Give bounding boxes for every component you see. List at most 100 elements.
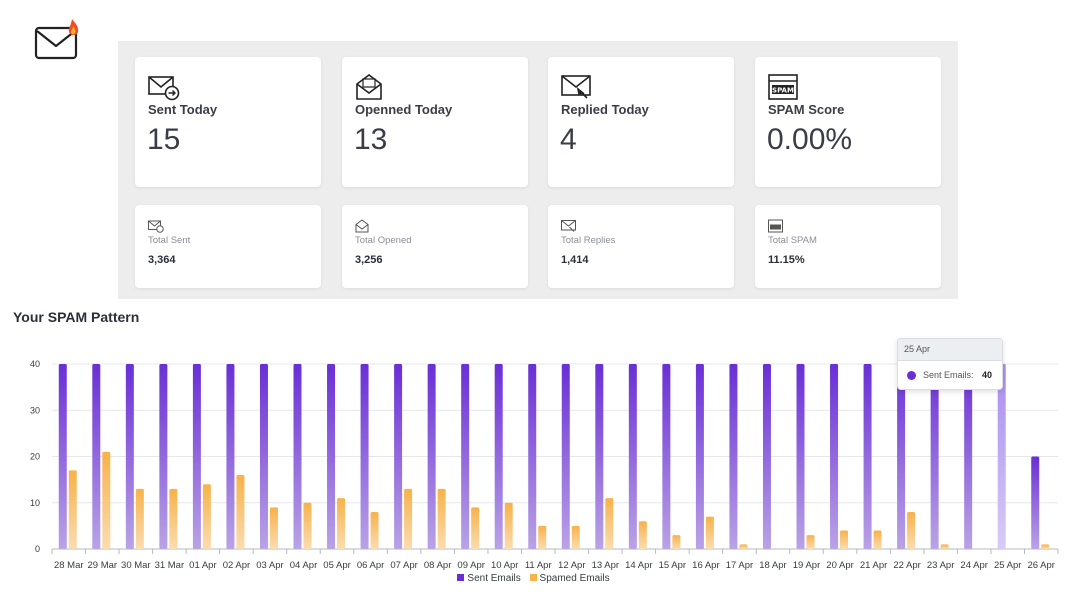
- y-tick-label: 40: [30, 359, 40, 369]
- card-value: 4: [560, 123, 577, 156]
- bar-spamed-emails: [169, 488, 178, 549]
- x-tick-label: 30 Mar: [121, 560, 151, 571]
- bar-spamed-emails: [873, 530, 882, 549]
- legend-item-sent[interactable]: Sent Emails: [457, 573, 521, 584]
- card-value: 3,256: [355, 254, 383, 266]
- bar-spamed-emails: [571, 525, 580, 549]
- card-value: 15: [147, 123, 181, 156]
- x-tick-label: 15 Apr: [659, 560, 686, 571]
- bar-spamed-emails: [940, 544, 949, 549]
- bar-sent-emails: [159, 364, 168, 549]
- chart-tooltip: 25 Apr Sent Emails: 40: [897, 338, 1003, 390]
- chart-title: Your SPAM Pattern: [13, 309, 140, 325]
- x-tick-label: 31 Mar: [155, 560, 185, 571]
- y-tick-label: 30: [30, 405, 40, 415]
- bar-sent-emails: [394, 364, 403, 549]
- bar-sent-emails: [226, 364, 235, 549]
- bar-spamed-emails: [538, 525, 547, 549]
- tooltip-value: 40: [982, 370, 993, 380]
- bar-spamed-emails: [1041, 544, 1050, 549]
- bar-spamed-emails: [303, 502, 312, 549]
- x-tick-label: 03 Apr: [256, 560, 283, 571]
- card-title: Total Replies: [561, 235, 616, 246]
- bar-sent-emails: [360, 364, 369, 549]
- bar-spamed-emails: [504, 502, 513, 549]
- bar-sent-emails: [863, 364, 872, 549]
- total-sent-card: Total Sent 3,364: [135, 205, 321, 288]
- x-tick-label: 19 Apr: [793, 560, 820, 571]
- chart-legend: Sent Emails Spamed Emails: [0, 573, 1067, 584]
- bar-sent-emails: [830, 364, 839, 549]
- x-tick-label: 28 Mar: [54, 560, 84, 571]
- bar-sent-emails: [930, 364, 939, 549]
- bar-spamed-emails: [404, 488, 413, 549]
- spam-pattern-chart: 0 10 20 30 40 28 Mar 29 Mar 30 Mar 31 Mar 01 Apr 0…: [30, 359, 1059, 571]
- x-tick-label: 22 Apr: [893, 560, 920, 571]
- x-tick-label: 23 Apr: [927, 560, 954, 571]
- bar-spamed-emails: [806, 535, 815, 549]
- bar-sent-emails: [762, 364, 771, 549]
- x-tick-label: 21 Apr: [860, 560, 887, 571]
- bar-spamed-emails: [907, 512, 916, 549]
- bar-spamed-emails: [269, 507, 278, 549]
- bar-sent-emails: [58, 364, 67, 549]
- x-tick-label: 26 Apr: [1027, 560, 1054, 571]
- x-tick-label: 24 Apr: [960, 560, 987, 571]
- x-tick-label: 08 Apr: [424, 560, 451, 571]
- legend-swatch: [529, 574, 537, 581]
- tooltip-series-label: Sent Emails:: [923, 370, 974, 380]
- sent-today-card: Sent Today 15: [135, 57, 321, 187]
- mail-open-icon: [355, 219, 369, 233]
- x-tick-label: 05 Apr: [323, 560, 350, 571]
- bar-sent-emails: [662, 364, 671, 549]
- tooltip-date: 25 Apr: [898, 339, 1002, 361]
- bar-spamed-emails: [68, 470, 77, 549]
- card-title: Sent Today: [148, 102, 218, 117]
- x-tick-label: 13 Apr: [592, 560, 619, 571]
- replied-today-card: Replied Today 4: [548, 57, 734, 187]
- card-title: Total SPAM: [768, 235, 817, 246]
- bar-spamed-emails: [471, 507, 480, 549]
- card-value: 13: [354, 123, 388, 156]
- bar-spamed-emails: [605, 498, 614, 549]
- bar-spamed-emails: [370, 512, 379, 549]
- bar-sent-emails: [92, 364, 101, 549]
- spam-score-card: SPAM SPAM Score 0.00%: [755, 57, 941, 187]
- bar-spamed-emails: [202, 484, 211, 549]
- card-title: SPAM Score: [768, 102, 845, 117]
- bar-sent-emails: [494, 364, 503, 549]
- x-tick-label: 16 Apr: [692, 560, 719, 571]
- bar-spamed-emails: [135, 488, 144, 549]
- legend-item-spam[interactable]: Spamed Emails: [529, 573, 610, 584]
- bar-spamed-emails: [638, 521, 647, 549]
- stats-panel: Sent Today 15 Openned Today 13 Replied T…: [118, 41, 958, 299]
- card-title: Total Sent: [148, 235, 191, 246]
- legend-label: Spamed Emails: [539, 573, 610, 584]
- bar-sent-emails: [125, 364, 134, 549]
- x-tick-label: 14 Apr: [625, 560, 652, 571]
- spam-icon: SPAM: [768, 74, 798, 100]
- bar-sent-emails: [427, 364, 436, 549]
- x-tick-label: 10 Apr: [491, 560, 518, 571]
- bar-spamed-emails: [236, 475, 245, 549]
- bar-sent-emails: [897, 364, 906, 549]
- legend-swatch: [457, 574, 465, 581]
- bar-sent-emails: [695, 364, 704, 549]
- bar-sent-emails: [461, 364, 470, 549]
- bar-sent-emails: [528, 364, 537, 549]
- bar-sent-emails: [1031, 456, 1040, 549]
- card-title: Openned Today: [355, 102, 453, 117]
- card-value: 0.00%: [767, 123, 853, 156]
- card-value: 3,364: [148, 254, 176, 266]
- bar-sent-emails: [796, 364, 805, 549]
- x-tick-label: 29 Mar: [88, 560, 118, 571]
- bar-spamed-emails: [739, 544, 748, 549]
- opened-today-card: Openned Today 13: [342, 57, 528, 187]
- total-spam-card: Total SPAM 11.15%: [755, 205, 941, 288]
- bar-sent-emails: [327, 364, 336, 549]
- x-tick-label: 01 Apr: [189, 560, 216, 571]
- card-value: 1,414: [561, 254, 589, 266]
- bar-spamed-emails: [337, 498, 346, 549]
- tooltip-series-dot: [907, 371, 916, 380]
- mail-reply-icon: [561, 75, 591, 99]
